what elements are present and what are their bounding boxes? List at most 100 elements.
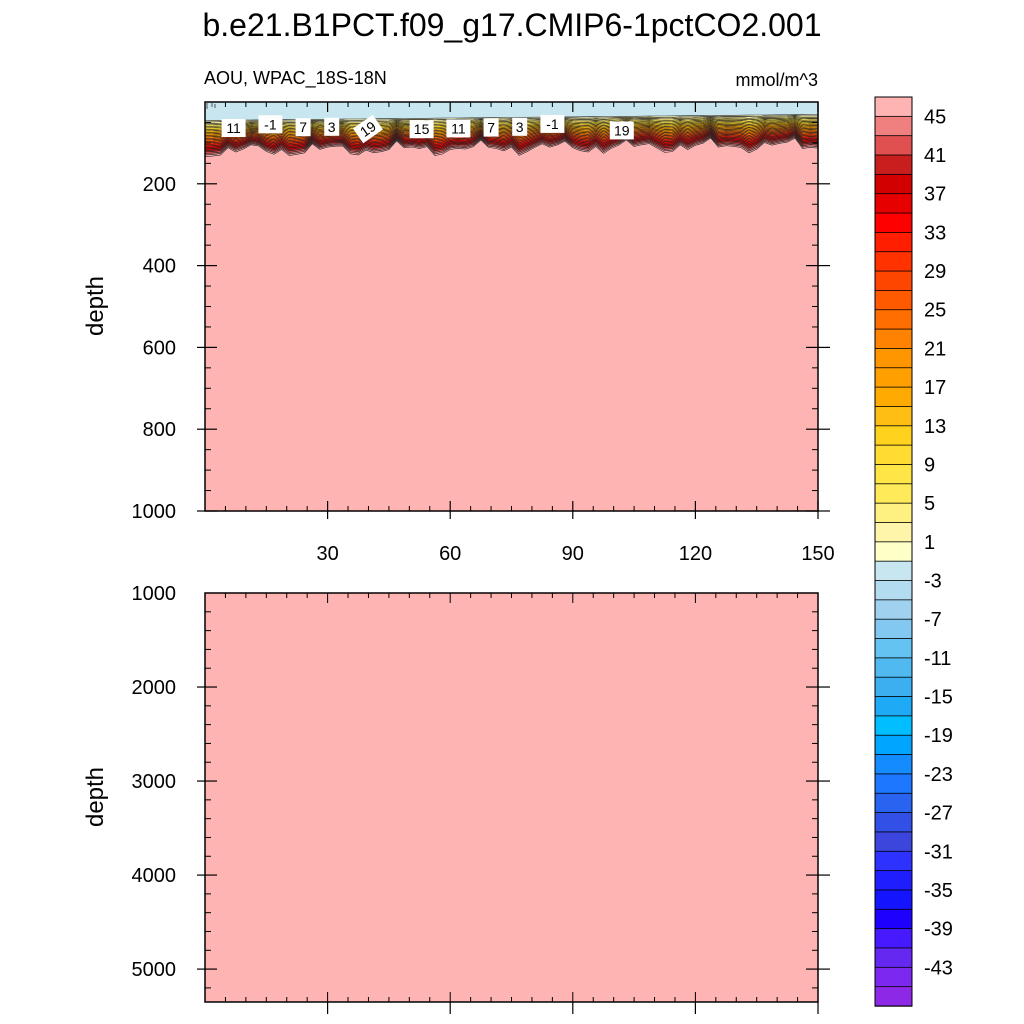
colorbar-swatch <box>874 831 913 852</box>
colorbar-tick-label: 41 <box>924 145 946 167</box>
surface-contour-detail <box>206 103 216 109</box>
colorbar-swatch <box>874 135 913 156</box>
upper-x-axis: 30 60 90 120 150 <box>224 102 835 565</box>
x-tick-label: 30 <box>316 543 338 565</box>
colorbar-swatch <box>874 580 913 601</box>
colorbar-swatch <box>874 96 913 118</box>
colorbar-tick-label: 17 <box>924 377 946 399</box>
lower-y-axis-label: depth <box>82 767 109 827</box>
left-subtitle: AOU, WPAC_18S-18N <box>204 68 387 89</box>
contour-label-text: 19 <box>614 122 630 138</box>
contour-label-text: -1 <box>264 116 277 132</box>
colorbar-swatch <box>874 618 913 640</box>
contour-label-text: 11 <box>451 120 466 136</box>
colorbar-swatch <box>874 599 913 620</box>
colorbar-tick-label: 37 <box>924 184 946 206</box>
colorbar-swatch <box>874 173 913 195</box>
colorbar-swatch <box>874 348 913 369</box>
upper-y-axis: 200 400 600 800 1000 <box>132 121 830 523</box>
colorbar-swatch <box>874 309 913 330</box>
contour-label-text: -1 <box>546 116 559 132</box>
colorbar-swatch <box>874 270 913 292</box>
colorbar-swatch <box>874 367 913 388</box>
upper-panel: 11 -1 7 3 19 15 11 7 3 -1 19 30 60 90 120 150 200 400 60… <box>82 101 835 565</box>
colorbar-swatch <box>874 947 913 969</box>
colorbar: 45 41 37 33 29 25 21 17 13 9 5 1 -3 -7 -11 -15 -19 -23 -27… <box>874 96 953 1007</box>
colorbar-tick-label: 45 <box>924 106 946 128</box>
colorbar-swatch <box>874 212 913 234</box>
colorbar-tick-label: 5 <box>924 493 935 515</box>
contour-label: 3 <box>512 117 528 136</box>
y-tick-label: 600 <box>143 337 176 359</box>
contour-label: 3 <box>324 117 340 136</box>
colorbar-tick-label: 13 <box>924 416 946 438</box>
colorbar-tick-label: 9 <box>924 455 935 477</box>
colorbar-swatch <box>874 406 913 427</box>
colorbar-swatch <box>874 193 913 214</box>
y-tick-label: 3000 <box>132 771 177 793</box>
contour-label: 11 <box>446 119 471 138</box>
y-tick-label: 2000 <box>132 677 177 699</box>
x-tick-label: 120 <box>679 543 712 565</box>
contour-label: 11 <box>221 119 246 137</box>
colorbar-swatch <box>874 251 913 272</box>
colorbar-swatch <box>874 289 913 311</box>
colorbar-swatch <box>874 522 913 543</box>
contour-label-text: 11 <box>226 120 241 136</box>
lower-panel: 1000 2000 3000 4000 5000 depth <box>82 583 830 1014</box>
contour-label-text: 15 <box>414 121 430 137</box>
x-tick-label: 150 <box>801 543 834 565</box>
units-label: mmol/m^3 <box>736 70 818 90</box>
upper-y-axis-label: depth <box>82 276 109 336</box>
contour-label: 19 <box>609 121 634 140</box>
colorbar-tick-label: -31 <box>924 841 953 863</box>
colorbar-tick-label: -35 <box>924 880 953 902</box>
contour-label: 7 <box>295 118 311 137</box>
colorbar-swatch <box>874 715 913 736</box>
colorbar-swatch <box>874 928 913 949</box>
colorbar-swatch <box>874 966 913 988</box>
colorbar-tick-label: -39 <box>924 919 953 941</box>
colorbar-swatch <box>874 889 913 911</box>
contour-labels: 11 -1 7 3 19 15 11 7 3 -1 19 <box>221 114 634 144</box>
contour-label: -1 <box>258 115 283 134</box>
colorbar-tick-label: 33 <box>924 222 946 244</box>
colorbar-swatch <box>874 908 913 930</box>
contour-label-text: 7 <box>487 120 495 136</box>
colorbar-tick-label: -3 <box>924 571 942 593</box>
colorbar-tick-label: -15 <box>924 687 953 709</box>
lower-deep-fill <box>205 593 818 1002</box>
colorbar-swatch <box>874 792 913 814</box>
y-tick-label: 800 <box>143 419 176 441</box>
deep-water-fill <box>205 102 818 511</box>
colorbar-tick-label: 29 <box>924 261 946 283</box>
colorbar-swatch <box>874 425 913 446</box>
colorbar-tick-label: 25 <box>924 300 946 322</box>
y-tick-label: 400 <box>143 256 176 278</box>
colorbar-swatch <box>874 541 913 562</box>
colorbar-swatch <box>874 464 913 485</box>
colorbar-swatch <box>874 754 913 775</box>
colorbar-swatch <box>874 986 913 1007</box>
upper-plot-area <box>204 102 819 511</box>
lower-x-axis <box>224 593 819 1014</box>
colorbar-swatch <box>874 386 913 408</box>
colorbar-swatch <box>874 502 913 524</box>
contour-label-text: 3 <box>516 119 524 135</box>
contour-label: 19 <box>352 114 383 144</box>
colorbar-swatch <box>874 560 913 582</box>
colorbar-swatch <box>874 231 913 253</box>
x-tick-label: 60 <box>439 543 461 565</box>
colorbar-swatch <box>874 115 913 137</box>
colorbar-tick-label: -19 <box>924 725 953 747</box>
colorbar-tick-label: -43 <box>924 957 953 979</box>
main-title: b.e21.B1PCT.f09_g17.CMIP6-1pctCO2.001 <box>202 7 821 43</box>
colorbar-swatch <box>874 444 913 466</box>
colorbar-swatch <box>874 638 913 659</box>
contour-label: 15 <box>409 120 434 139</box>
colorbar-swatch <box>874 870 913 891</box>
contour-label: -1 <box>540 114 565 133</box>
colorbar-tick-label: -11 <box>924 648 951 670</box>
colorbar-frame <box>874 96 913 1007</box>
colorbar-tick-label: 1 <box>924 532 935 554</box>
